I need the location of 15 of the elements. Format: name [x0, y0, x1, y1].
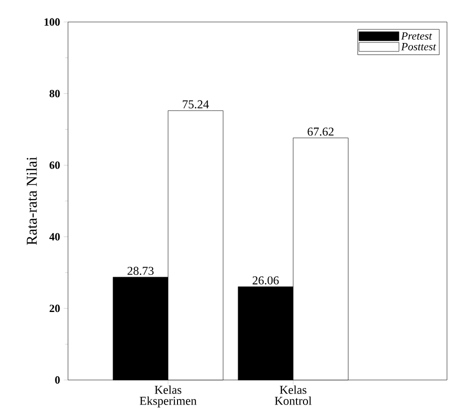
y-tick-label: 100: [44, 18, 60, 26]
data-label: 67.62: [308, 128, 334, 136]
y-tick-label: 80: [50, 90, 60, 98]
x-tick-label: Kelas Eksperimen: [140, 385, 197, 408]
data-label: 75.24: [182, 100, 209, 108]
legend-label: Posttest: [401, 43, 436, 50]
y-tick-label: 0: [55, 376, 60, 384]
y-tick-label: 40: [49, 233, 60, 240]
x-tick-label: Kelas Kontrol: [274, 385, 312, 405]
data-label: 28.73: [128, 266, 154, 275]
y-tick-label: 60: [50, 161, 60, 169]
legend-label: Pretest: [401, 32, 432, 40]
y-axis-title: Rata-rata Nilai: [26, 156, 37, 245]
y-tick-label: 20: [50, 304, 60, 312]
data-label: 26.06: [252, 276, 279, 284]
